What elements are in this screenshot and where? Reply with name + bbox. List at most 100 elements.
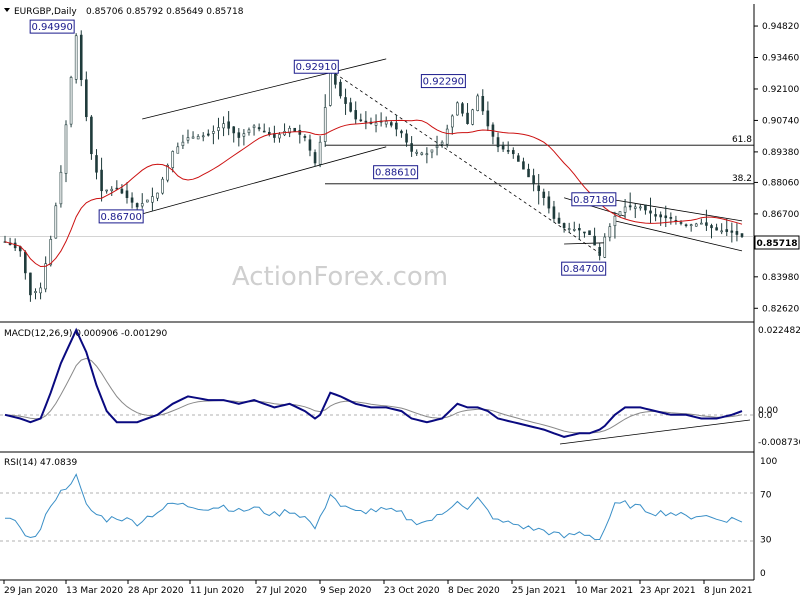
candle-body xyxy=(100,169,103,192)
candle-body xyxy=(85,79,88,118)
price-pane: ActionForex.com 61.838.2 0.949900.929100… xyxy=(0,4,800,581)
candle-body xyxy=(522,161,525,170)
candle-body xyxy=(181,141,185,146)
candle-body xyxy=(384,121,388,125)
candle-body xyxy=(547,196,551,209)
candle-body xyxy=(400,130,403,134)
candle-body xyxy=(506,150,510,152)
macd-tick-label: 0.0 xyxy=(758,411,773,421)
candle-body xyxy=(339,81,342,97)
candle-body xyxy=(572,229,576,231)
candle-body xyxy=(278,134,281,139)
candle-body xyxy=(237,132,241,138)
candle-body xyxy=(135,203,139,208)
candle-body xyxy=(730,230,734,233)
candle-body xyxy=(445,128,449,145)
candle-body xyxy=(105,189,108,192)
date-axis: 29 Jan 2020 13 Mar 2020 28 Apr 2020 11 Jun … xyxy=(3,580,752,596)
candle-body xyxy=(298,129,302,135)
candle-body xyxy=(578,227,581,231)
candle-body xyxy=(659,214,662,218)
candle-body xyxy=(156,192,159,199)
candle-body xyxy=(689,224,693,226)
candle-body xyxy=(720,230,723,233)
macd-line xyxy=(4,327,743,438)
candle-body xyxy=(628,205,632,208)
candle-body xyxy=(125,190,129,199)
candle-body xyxy=(242,133,246,137)
candle-body xyxy=(557,217,561,224)
rsi-line xyxy=(5,473,743,541)
candle-body xyxy=(293,127,297,132)
candle-body xyxy=(588,230,591,236)
candle-body xyxy=(517,155,520,162)
candle-body xyxy=(456,102,459,116)
price-tick-label: 0.94820 xyxy=(762,22,799,32)
candle-body xyxy=(466,112,469,124)
candle-body xyxy=(471,109,474,125)
macd-tick-label: 0.022482 xyxy=(758,326,800,336)
macd-axis-ticks: 0.022482 0.000.0 -0.008736 xyxy=(758,326,800,448)
candle-body xyxy=(227,121,230,129)
candle-body xyxy=(567,228,571,230)
macd-tick-label: 0.00 xyxy=(758,406,778,416)
date-tick-label: 29 Jan 2020 xyxy=(4,586,58,596)
price-label-text: 0.92290 xyxy=(423,77,464,88)
date-tick-label: 8 Jun 2021 xyxy=(704,586,752,596)
candle-body xyxy=(364,120,368,123)
candle-body xyxy=(654,214,657,217)
candle-body xyxy=(486,110,490,127)
candle-body xyxy=(176,146,180,154)
candle-body xyxy=(598,247,601,256)
candle-body xyxy=(328,72,332,106)
date-tick-label: 11 Jun 2020 xyxy=(190,586,244,596)
date-tick-label: 28 Apr 2020 xyxy=(128,586,184,596)
candle-body xyxy=(207,133,210,136)
candle-body xyxy=(196,136,200,140)
macd-trendline xyxy=(559,419,751,445)
candle-body xyxy=(710,225,713,229)
candle-body xyxy=(130,197,134,203)
price-label: 0.92290 xyxy=(420,74,466,89)
candle-body xyxy=(725,229,729,232)
date-tick-label: 10 Mar 2021 xyxy=(576,586,633,596)
candle-body xyxy=(212,131,215,134)
moving-average-line xyxy=(4,119,743,268)
price-label: 0.88610 xyxy=(373,165,419,180)
candle-body xyxy=(374,122,378,126)
candle-body xyxy=(684,224,688,226)
price-label: 0.86700 xyxy=(98,209,144,224)
candle-body xyxy=(64,124,68,174)
candle-body xyxy=(232,126,236,134)
rsi-pane: RSI(14) 47.0839 100 70 30 0 xyxy=(0,457,777,579)
price-tick-label: 0.88060 xyxy=(762,178,799,188)
candle-body xyxy=(54,205,58,239)
candle-body xyxy=(669,217,673,219)
price-annotations: 0.94990 0.92910 0.92290 0.88610 0.86700 0.871… xyxy=(29,19,617,276)
candle-body xyxy=(69,77,73,125)
price-reference-lines: 61.8 38.2 xyxy=(0,135,754,237)
candle-body xyxy=(201,135,205,138)
candle-body xyxy=(395,122,398,130)
price-label-text: 0.86700 xyxy=(100,212,141,223)
candle-body xyxy=(679,222,683,224)
candle-body xyxy=(425,153,429,156)
candle-body xyxy=(410,143,413,152)
candle-body xyxy=(59,171,63,205)
candle-body xyxy=(303,135,307,138)
price-tick-label: 0.86700 xyxy=(762,210,799,220)
candle-body xyxy=(120,188,124,194)
candle-body xyxy=(44,263,47,290)
candle-body xyxy=(359,119,363,122)
fib-label: 38.2 xyxy=(732,174,752,184)
candle-body xyxy=(735,231,739,235)
date-tick-label: 8 Dec 2020 xyxy=(448,586,500,596)
candle-body xyxy=(613,215,617,227)
candle-body xyxy=(501,144,505,150)
candle-body xyxy=(415,151,419,154)
date-tick-label: 13 Mar 2020 xyxy=(66,586,123,596)
trendlines xyxy=(142,58,743,254)
macd-label: MACD(12,26,9) 0.000906 -0.001290 xyxy=(4,329,167,339)
price-tick-label: 0.92100 xyxy=(762,85,799,95)
